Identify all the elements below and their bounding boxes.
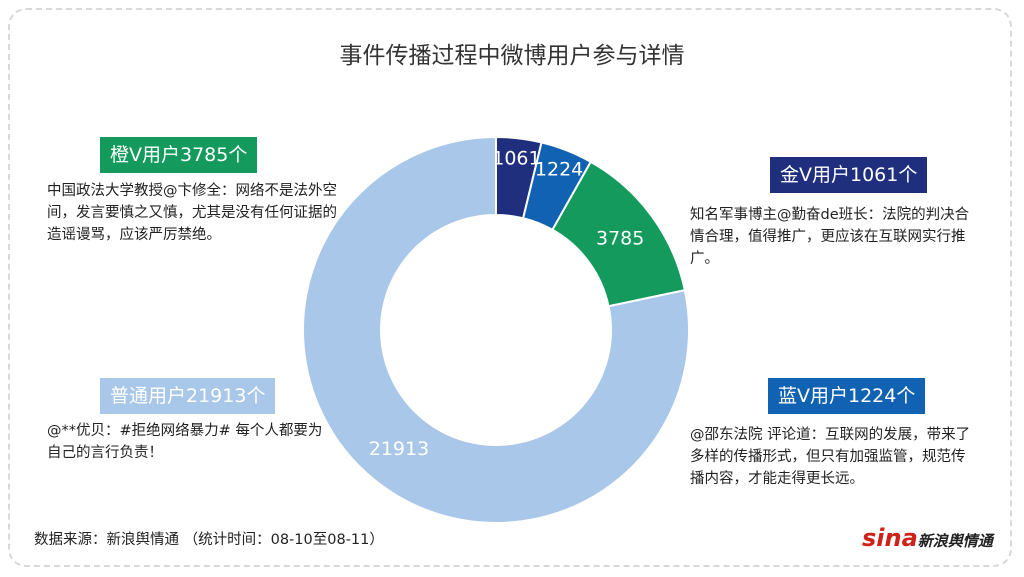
comment-text: 知名军事博主@勤奋de班长：法院的判决合情合理，值得推广，更应该在互联网实行推广… (690, 207, 970, 267)
logo-brand: sina (862, 524, 918, 552)
logo: sina新浪舆情通 (862, 524, 993, 552)
source-note: 数据来源：新浪舆情通 （统计时间：08-10至08-11） (34, 532, 384, 548)
legend-tag: 金V用户1061个 (770, 157, 928, 193)
data-label: 1061 (492, 148, 540, 170)
donut-slice (302, 135, 690, 524)
data-label: 21913 (369, 438, 429, 460)
frame (8, 8, 1012, 567)
legend-tag: 蓝V用户1224个 (768, 378, 926, 414)
comment-text: 中国政法大学教授@卞修全：网络不是法外空间，发言要慎之又慎，尤其是没有任何证据的… (47, 183, 337, 243)
comment-text: @邵东法院 评论道：互联网的发展，带来了多样的传播形式，但只有加强监管，规范传播… (690, 427, 971, 487)
logo-name: 新浪舆情通 (917, 532, 993, 550)
legend-tag: 普通用户21913个 (100, 378, 276, 414)
comment-text: @**优贝：#拒绝网络暴力# 每个人都要为自己的言行负责！ (47, 423, 323, 461)
data-label: 3785 (596, 227, 644, 249)
chart-title: 事件传播过程中微博用户参与详情 (339, 43, 685, 69)
legend-tag: 橙V用户3785个 (100, 137, 258, 173)
data-label: 1224 (535, 158, 583, 180)
